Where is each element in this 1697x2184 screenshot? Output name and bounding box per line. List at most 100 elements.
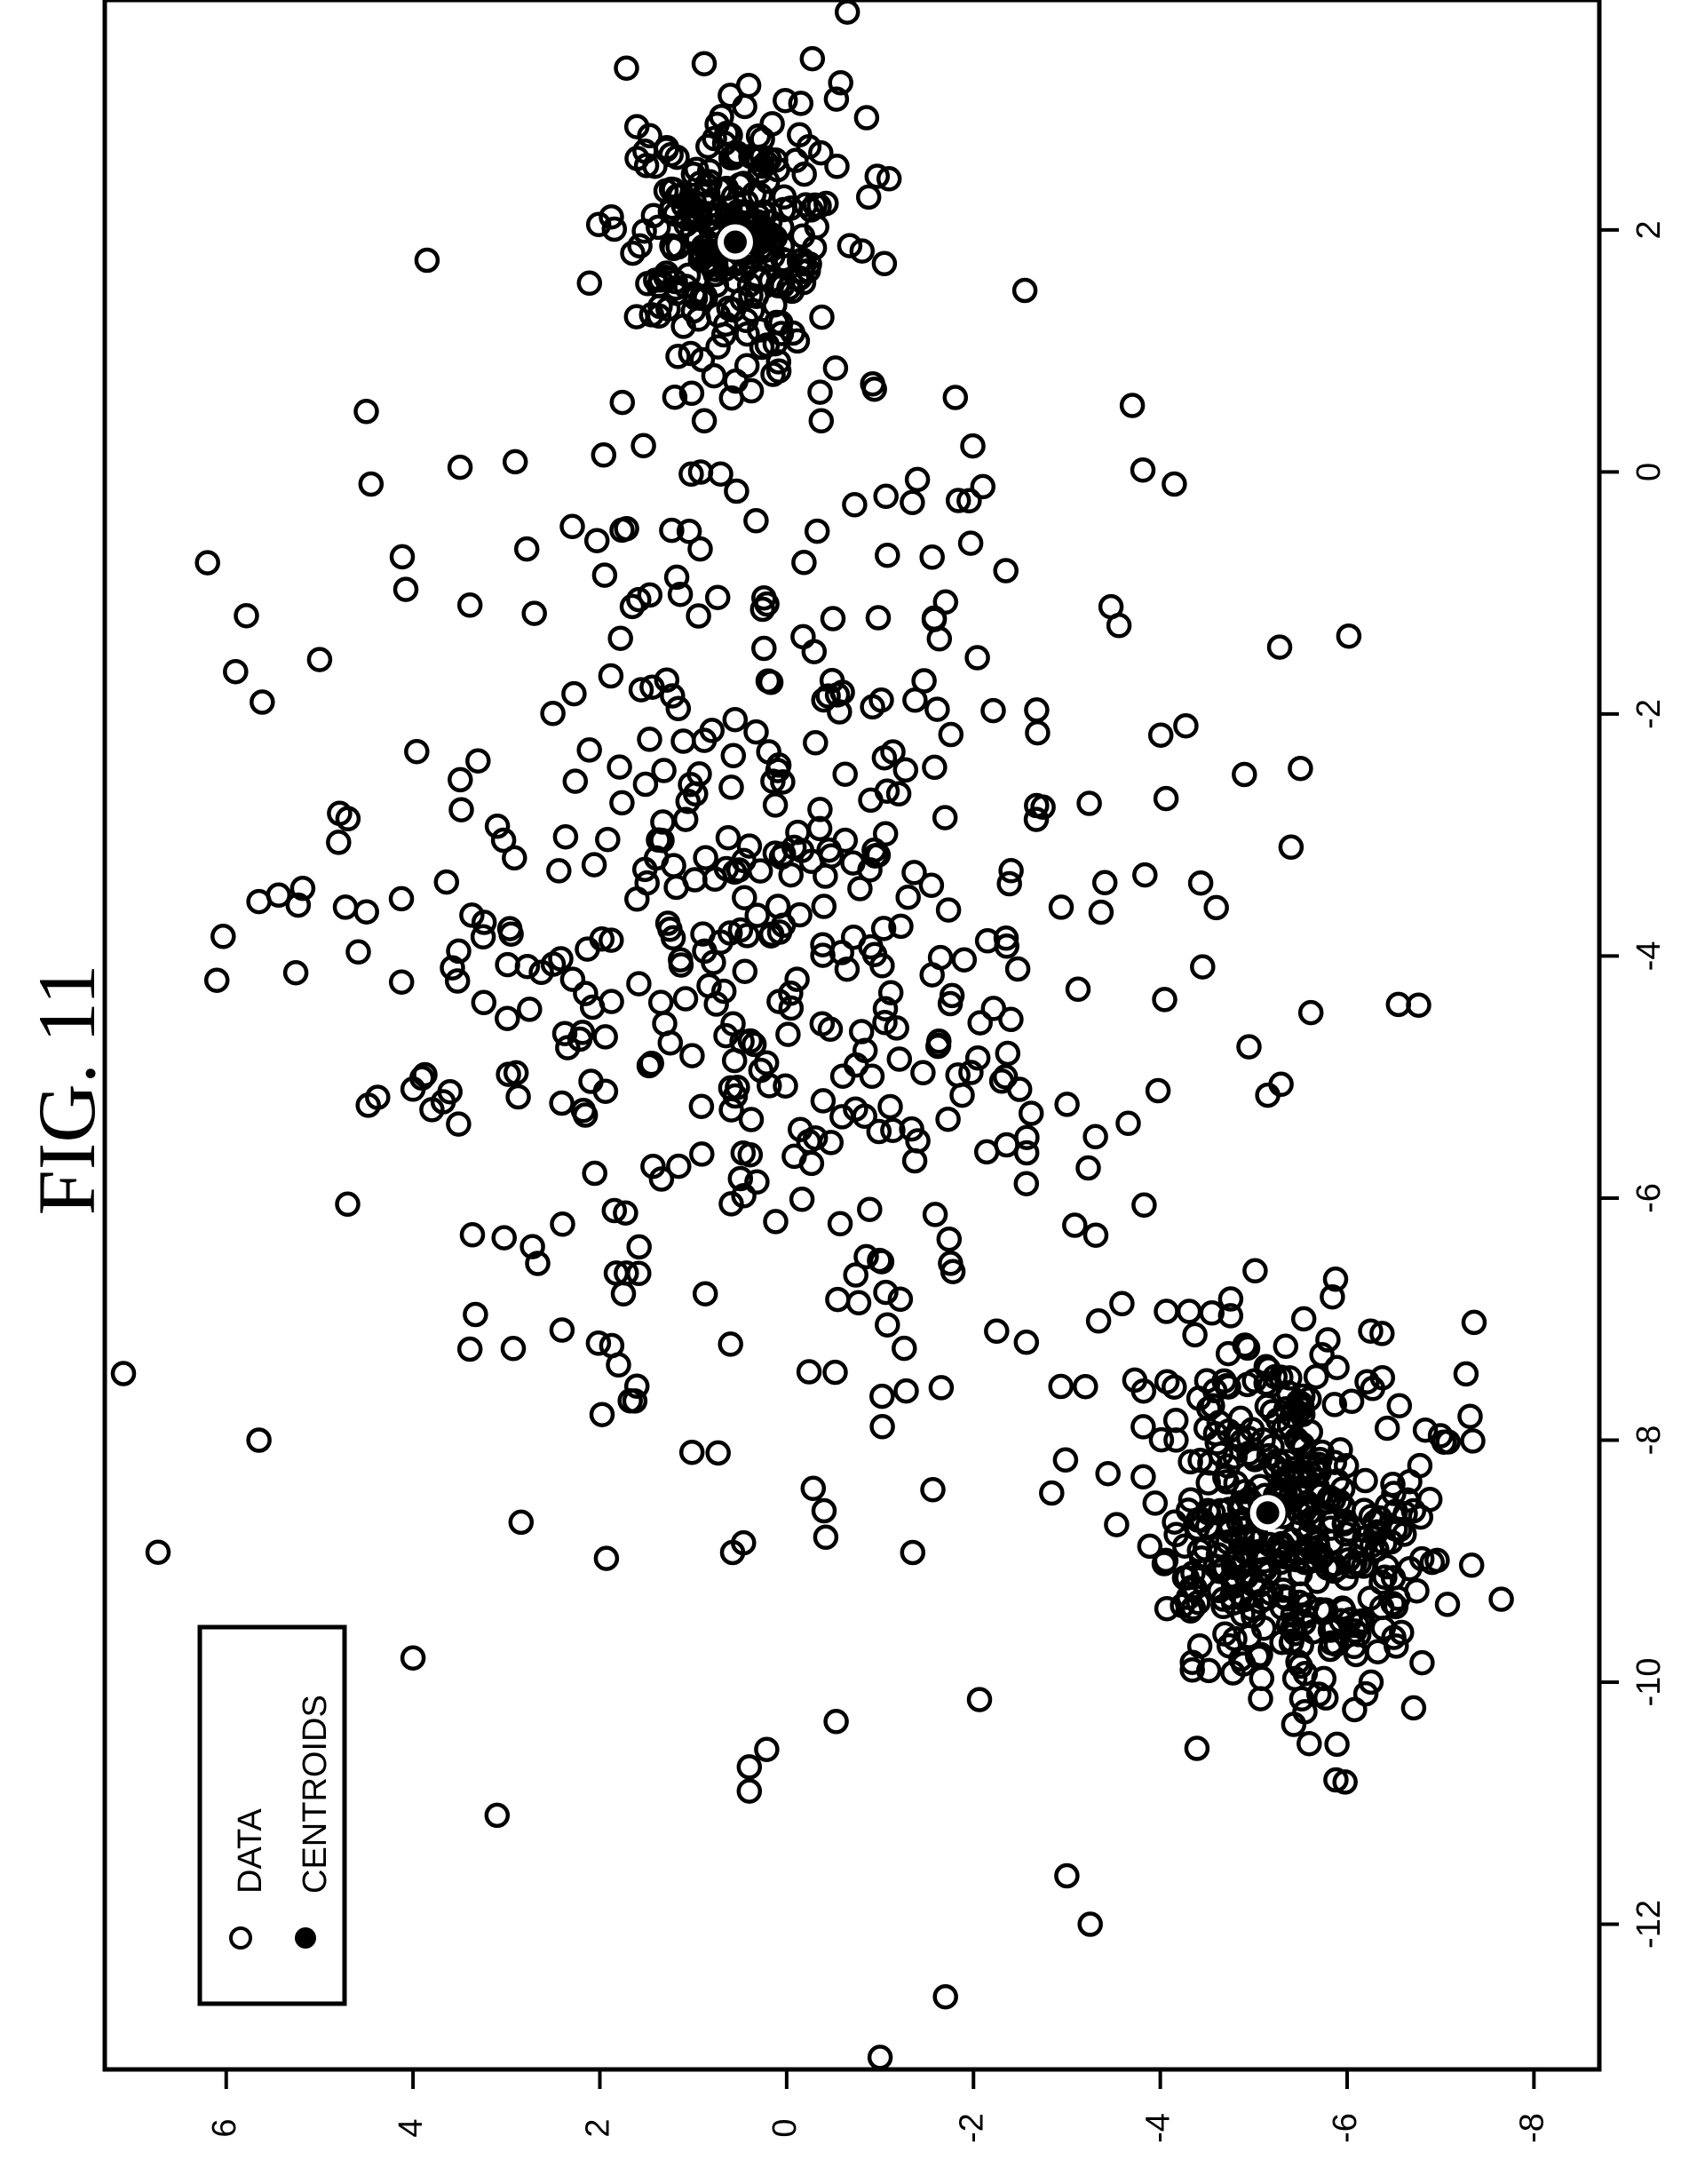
data-point: [788, 91, 814, 116]
data-point: [1232, 1332, 1258, 1358]
data-point: [1278, 834, 1304, 861]
data-point: [646, 827, 671, 854]
data-point: [744, 1169, 770, 1195]
data-point: [1192, 1536, 1218, 1561]
data-point: [993, 558, 1019, 584]
data-point: [582, 1160, 607, 1187]
data-point: [559, 966, 586, 992]
data-point: [400, 1076, 426, 1102]
data-point: [599, 927, 624, 953]
data-point: [741, 1031, 767, 1058]
data-point: [630, 433, 656, 459]
data-point: [1075, 1155, 1101, 1181]
data-point: [502, 449, 528, 475]
legend-data-label: DATA: [232, 1808, 269, 1894]
data-point: [743, 719, 769, 745]
data-point: [789, 838, 815, 863]
data-point: [970, 473, 996, 500]
data-point: [1249, 1665, 1275, 1692]
data-point: [1337, 1607, 1363, 1632]
data-point: [1324, 1555, 1351, 1582]
data-point: [576, 737, 602, 763]
data-point: [686, 603, 711, 629]
data-point: [736, 1778, 763, 1804]
data-point: [327, 800, 353, 827]
data-point: [1048, 894, 1075, 920]
data-point: [829, 1063, 856, 1089]
data-point: [694, 238, 720, 264]
x-tick-label: -6: [1630, 1183, 1668, 1213]
data-point: [867, 2045, 893, 2070]
data-point: [722, 859, 748, 886]
data-point: [1389, 1619, 1415, 1646]
data-point: [733, 202, 758, 228]
data-point: [809, 1011, 836, 1036]
data-point: [1352, 1467, 1378, 1494]
data-point: [840, 850, 866, 876]
data-point: [1285, 1388, 1312, 1415]
data-point: [873, 483, 899, 510]
data-point: [756, 739, 781, 765]
data-point: [880, 739, 906, 765]
data-point: [567, 1026, 593, 1052]
data-point: [525, 1251, 551, 1276]
data-point: [1407, 1452, 1433, 1479]
data-point: [869, 1414, 895, 1440]
data-point: [581, 852, 607, 878]
data-point: [654, 137, 679, 163]
data-points-layer: [110, 0, 1514, 2070]
data-point: [654, 910, 681, 936]
data-point: [1297, 999, 1324, 1026]
data-point: [599, 203, 624, 230]
data-point: [724, 478, 749, 504]
data-point: [626, 1260, 652, 1287]
data-point: [660, 925, 686, 951]
legend: DATA CENTROIDS: [197, 1624, 347, 2006]
data-point: [648, 1166, 675, 1192]
data-point: [471, 989, 497, 1016]
data-point: [1365, 1639, 1391, 1664]
data-point: [1039, 1480, 1065, 1506]
data-point: [1434, 1592, 1461, 1617]
data-point: [548, 946, 574, 972]
data-point: [627, 233, 653, 259]
data-point: [623, 114, 650, 139]
data-point: [626, 1234, 652, 1260]
data-point: [822, 355, 849, 381]
data-point: [623, 1373, 650, 1399]
data-point: [1210, 1593, 1236, 1620]
data-point: [1369, 1364, 1396, 1391]
data-point: [682, 285, 709, 311]
data-point: [1269, 1629, 1295, 1656]
data-point: [1303, 1363, 1329, 1390]
data-point: [813, 190, 839, 217]
data-point: [720, 743, 747, 769]
data-point: [1321, 1392, 1348, 1418]
data-point: [661, 235, 686, 262]
data-point: [1018, 1100, 1044, 1126]
data-point: [1289, 1402, 1316, 1427]
data-point: [145, 1539, 171, 1565]
data-point: [738, 282, 764, 308]
data-point: [1374, 1415, 1400, 1441]
data-point: [654, 667, 680, 693]
data-point: [285, 892, 312, 918]
data-point: [691, 51, 718, 76]
x-axis: -12 -10 -8 -6 -4 -2 0 2: [1599, 220, 1668, 1949]
data-point: [928, 1375, 955, 1401]
data-point: [993, 925, 1019, 951]
data-point: [514, 953, 541, 980]
data-point: [1223, 1470, 1249, 1496]
data-point: [872, 996, 899, 1021]
data-point: [1119, 393, 1146, 418]
data-point: [661, 853, 686, 878]
data-point: [784, 328, 811, 354]
data-point: [1190, 954, 1216, 980]
data-point: [1085, 1308, 1112, 1334]
data-point: [389, 544, 416, 570]
data-point: [546, 858, 572, 884]
data-point: [770, 273, 796, 299]
data-point: [1013, 1171, 1040, 1196]
data-point: [657, 1029, 684, 1056]
data-point: [353, 899, 379, 925]
